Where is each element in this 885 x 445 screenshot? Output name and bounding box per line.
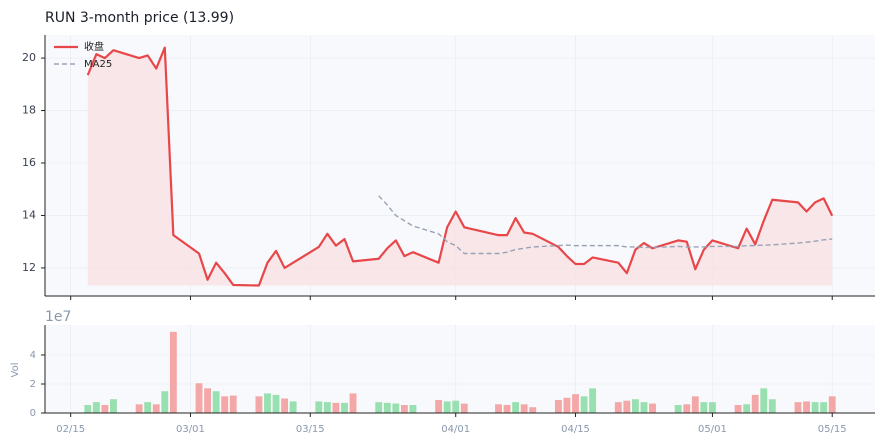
volume-bar: [820, 402, 828, 413]
y-tick-label: 14: [22, 208, 36, 221]
y-tick-label: 18: [22, 104, 36, 117]
volume-bar: [495, 404, 502, 413]
volume-bar: [563, 397, 571, 413]
price-area: [87, 47, 833, 286]
volume-bar: [691, 396, 699, 413]
volume-bar: [811, 402, 819, 413]
y-tick-label: 0: [30, 408, 36, 419]
plot-layer: 12 14 16 18 20 0 2 4 02/15 03/01 03/15 04/01 04/15 05…: [22, 35, 875, 435]
volume-bar: [503, 405, 511, 413]
volume-bar: [92, 402, 100, 413]
volume-bar: [315, 401, 323, 413]
volume-bar: [554, 399, 562, 413]
y-tick-label: 20: [22, 51, 36, 64]
volume-panel: [45, 325, 875, 413]
volume-bar: [768, 399, 776, 413]
volume-bar: [289, 401, 297, 413]
volume-bar: [452, 400, 460, 413]
y-tick-label: 16: [22, 156, 36, 169]
x-tick-label: 05/15: [818, 424, 847, 435]
volume-bar: [460, 403, 468, 413]
volume-bar: [512, 402, 520, 413]
volume-bar: [332, 402, 340, 413]
volume-bar: [443, 401, 451, 413]
volume-bar: [375, 402, 383, 413]
volume-bar: [255, 396, 263, 413]
legend-label: MA25: [84, 59, 112, 70]
volume-bar: [435, 399, 443, 413]
volume-bar: [84, 405, 92, 413]
volume-bar: [323, 402, 331, 413]
volume-exponent: 1e7: [45, 309, 71, 325]
volume-bar: [803, 401, 810, 413]
volume-bar: [383, 402, 391, 413]
volume-bar: [264, 393, 271, 413]
volume-bar: [649, 403, 656, 413]
x-tick-label: 03/01: [176, 424, 205, 435]
volume-bar: [221, 396, 229, 413]
y-tick-label: 12: [22, 261, 36, 274]
volume-bar: [195, 383, 203, 413]
x-tick-label: 04/01: [441, 424, 470, 435]
x-tick-label: 02/15: [56, 424, 85, 435]
volume-bar: [144, 402, 152, 413]
volume-bar: [392, 403, 400, 413]
volume-bar: [674, 405, 682, 413]
ma-line: [378, 195, 833, 255]
volume-bar: [161, 391, 169, 413]
volume-bar: [169, 331, 177, 413]
volume-bar: [529, 407, 537, 413]
volume-bar: [640, 402, 648, 413]
volume-bar: [135, 404, 143, 413]
volume-axis-label: Vol: [10, 363, 21, 378]
volume-bar: [709, 402, 716, 413]
volume-bar: [212, 391, 220, 413]
volume-bar: [272, 394, 280, 413]
volume-bar: [794, 402, 802, 413]
volume-bar: [743, 404, 751, 413]
volume-bar: [614, 402, 622, 413]
volume-bar: [623, 400, 631, 413]
chart-title: RUN 3-month price (13.99): [45, 10, 234, 26]
volume-bar: [734, 405, 742, 413]
volume-bar: [409, 405, 417, 413]
volume-bar: [152, 404, 160, 413]
volume-bar: [683, 404, 691, 413]
volume-bar: [631, 399, 639, 413]
y-tick-label: 4: [30, 350, 36, 361]
price-line: [86, 46, 834, 287]
volume-bar: [101, 405, 109, 413]
volume-bar: [204, 388, 211, 413]
x-tick-label: 05/01: [698, 424, 727, 435]
volume-bar: [828, 396, 836, 413]
y-tick-label: 2: [30, 379, 36, 390]
volume-bar: [281, 398, 289, 413]
volume-bar: [400, 405, 408, 413]
volume-bar: [760, 388, 768, 413]
x-tick-label: 03/15: [296, 424, 325, 435]
volume-bar: [700, 402, 708, 413]
volume-bar: [751, 394, 759, 413]
x-tick-label: 04/15: [561, 424, 590, 435]
volume-bar: [580, 396, 588, 413]
volume-bar: [520, 404, 528, 413]
volume-bar: [341, 402, 348, 413]
volume-bar: [572, 394, 579, 413]
volume-bar: [110, 399, 117, 413]
volume-bar: [229, 395, 237, 413]
legend-label: 收盘: [84, 40, 104, 53]
volume-bar: [349, 393, 357, 413]
volume-bar: [589, 388, 597, 413]
